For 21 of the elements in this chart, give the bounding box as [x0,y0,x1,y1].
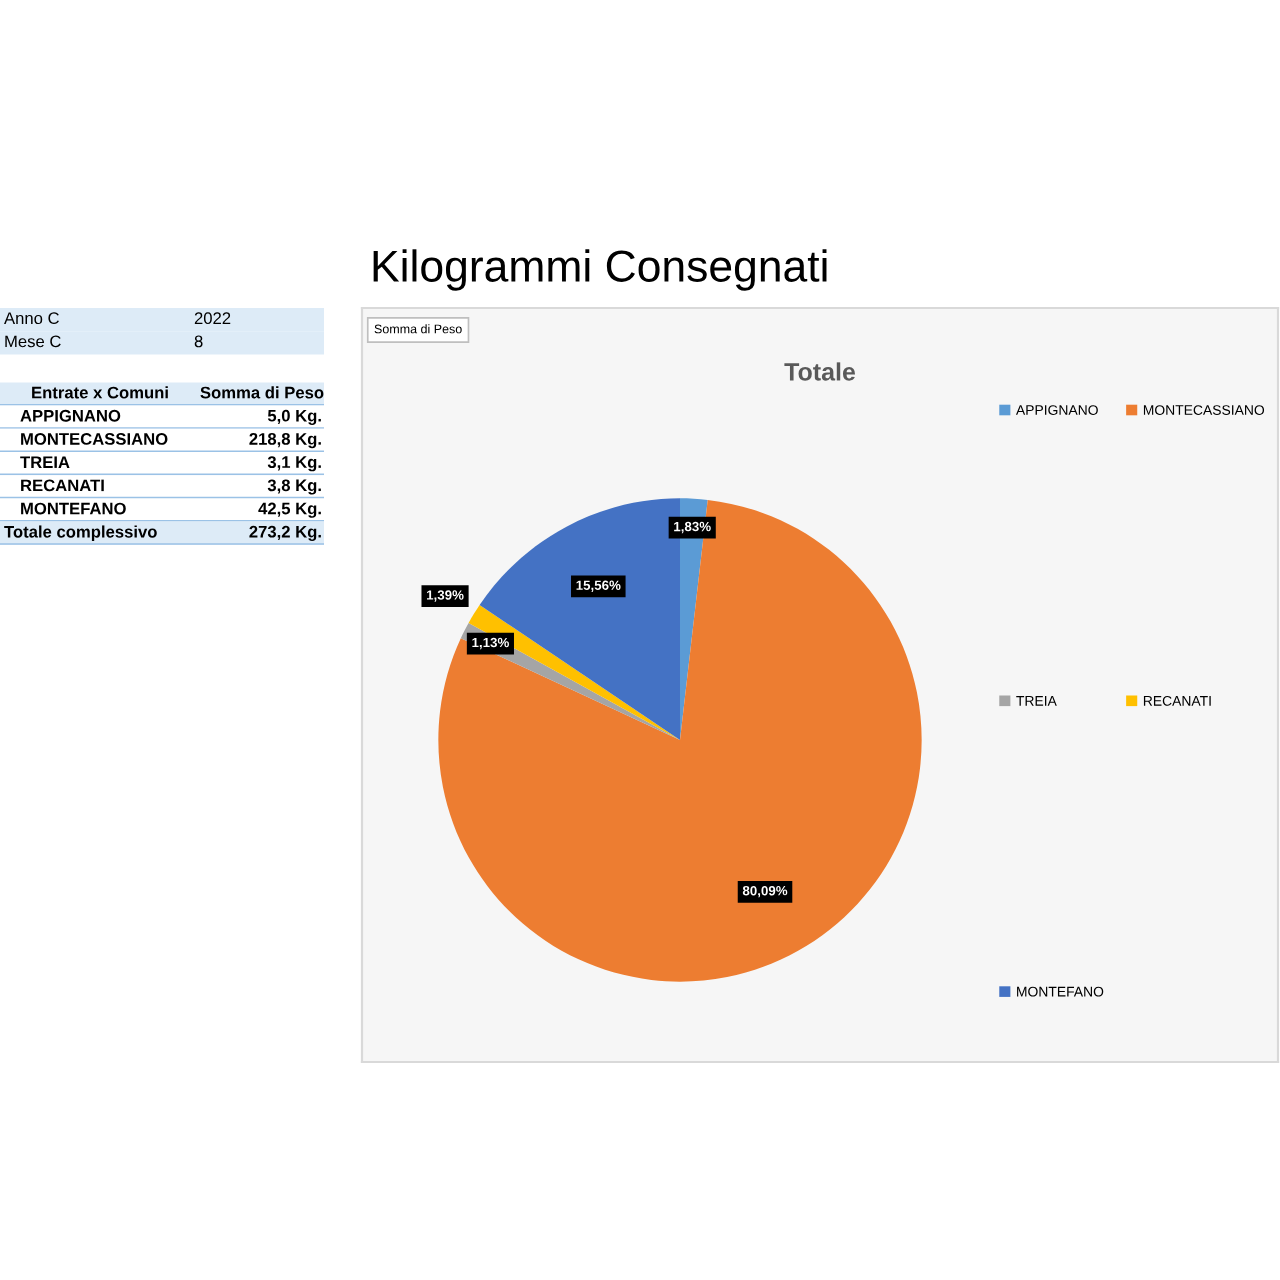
text: MONTECASSIANO [21,433,168,445]
text: 5,0 Kg. [267,409,321,425]
text: TREIA [20,456,70,468]
pie-slice [468,604,680,740]
text: Somma di Peso [200,386,324,399]
text: Totale complessivo [4,525,157,541]
chart-subtitle: Totale [784,362,856,381]
text: Entrate x Comuni [32,386,168,399]
text: 3,8 Kg. [267,479,321,495]
text: MONTEFANO [21,502,126,515]
text: 218,8 Kg. [249,433,321,449]
text: 8 [194,335,203,348]
text: 42,5 Kg. [258,502,321,518]
chart-title: Kilogrammi Consegnati [373,249,827,291]
text: 2022 [194,312,231,325]
text: 3,1 Kg. [267,456,321,472]
text: 273,2 Kg. [249,525,321,541]
text: Mese C [5,335,61,348]
text: APPIGNANO [20,409,121,422]
text: RECANATI [21,479,104,492]
text: Anno C [4,312,59,325]
